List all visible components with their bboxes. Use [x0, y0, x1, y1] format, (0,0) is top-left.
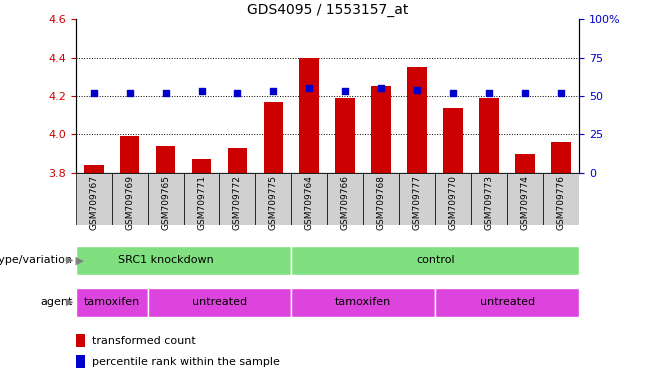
Bar: [147, 173, 184, 225]
Bar: [291, 288, 435, 317]
Bar: [255, 173, 291, 225]
Point: [520, 90, 530, 96]
Text: ▶: ▶: [72, 255, 84, 265]
Text: GSM709777: GSM709777: [413, 175, 422, 230]
Text: untreated: untreated: [480, 297, 535, 308]
Text: genotype/variation: genotype/variation: [0, 255, 72, 265]
Bar: [443, 108, 463, 173]
Text: transformed count: transformed count: [92, 336, 196, 346]
Point: [412, 87, 422, 93]
Bar: [435, 173, 471, 225]
Text: tamoxifen: tamoxifen: [335, 297, 392, 308]
Bar: [363, 173, 399, 225]
Text: GSM709764: GSM709764: [305, 175, 314, 230]
Text: GSM709767: GSM709767: [89, 175, 98, 230]
Text: percentile rank within the sample: percentile rank within the sample: [92, 357, 280, 367]
Bar: [291, 246, 579, 275]
Bar: [76, 173, 112, 225]
Text: GSM709773: GSM709773: [485, 175, 494, 230]
Text: GSM709772: GSM709772: [233, 175, 242, 230]
Bar: [76, 334, 86, 347]
Bar: [120, 136, 139, 173]
Bar: [191, 159, 211, 173]
Bar: [507, 173, 543, 225]
Point: [124, 90, 135, 96]
Bar: [327, 173, 363, 225]
Text: GSM709769: GSM709769: [125, 175, 134, 230]
Text: ▶: ▶: [66, 255, 74, 265]
Bar: [184, 173, 220, 225]
Text: GSM709766: GSM709766: [341, 175, 350, 230]
Bar: [515, 154, 535, 173]
Point: [376, 85, 386, 91]
Text: SRC1 knockdown: SRC1 knockdown: [118, 255, 213, 265]
Text: GSM709770: GSM709770: [449, 175, 458, 230]
Bar: [84, 165, 103, 173]
Bar: [336, 98, 355, 173]
Text: control: control: [416, 255, 455, 265]
Text: GSM709765: GSM709765: [161, 175, 170, 230]
Bar: [76, 355, 86, 368]
Text: tamoxifen: tamoxifen: [84, 297, 139, 308]
Bar: [291, 173, 327, 225]
Text: agent: agent: [40, 297, 72, 308]
Bar: [228, 148, 247, 173]
Bar: [220, 173, 255, 225]
Text: ▶: ▶: [66, 297, 74, 307]
Text: GSM709771: GSM709771: [197, 175, 206, 230]
Text: GSM709776: GSM709776: [557, 175, 566, 230]
Bar: [471, 173, 507, 225]
Bar: [543, 173, 579, 225]
Point: [448, 90, 459, 96]
Point: [196, 88, 207, 94]
Point: [232, 90, 243, 96]
Point: [556, 90, 567, 96]
Bar: [435, 288, 579, 317]
Bar: [399, 173, 435, 225]
Point: [88, 90, 99, 96]
Bar: [371, 86, 391, 173]
Point: [340, 88, 351, 94]
Bar: [407, 67, 427, 173]
Text: GSM709768: GSM709768: [377, 175, 386, 230]
Text: untreated: untreated: [192, 297, 247, 308]
Text: GSM709775: GSM709775: [269, 175, 278, 230]
Text: GSM709774: GSM709774: [520, 175, 530, 230]
Point: [484, 90, 494, 96]
Bar: [479, 98, 499, 173]
Bar: [156, 146, 176, 173]
Bar: [551, 142, 571, 173]
Point: [161, 90, 171, 96]
Bar: [299, 58, 319, 173]
Bar: [264, 102, 284, 173]
Bar: [112, 173, 147, 225]
Bar: [76, 288, 147, 317]
Point: [268, 88, 279, 94]
Point: [304, 85, 315, 91]
Title: GDS4095 / 1553157_at: GDS4095 / 1553157_at: [247, 3, 408, 17]
Bar: [147, 288, 291, 317]
Bar: [76, 246, 291, 275]
